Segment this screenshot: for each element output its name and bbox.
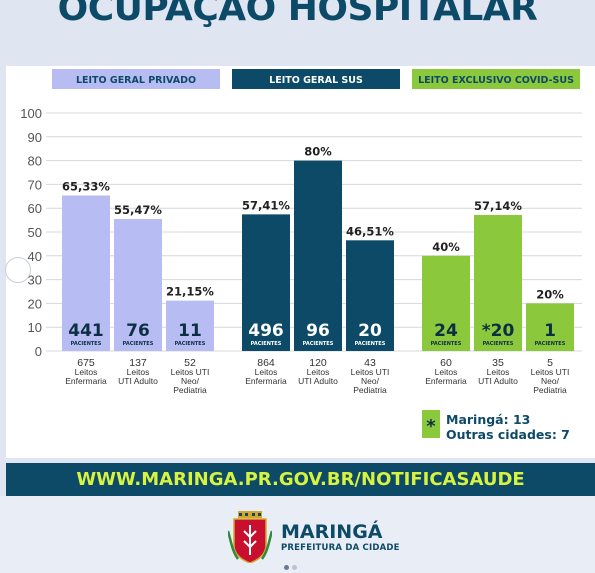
group-header-label: LEITO EXCLUSIVO COVID-SUS [418,75,574,86]
group-header [52,69,220,89]
bar-category-label: Neo/ [541,376,560,386]
bar-patient-unit: PACIENTES [251,341,282,347]
bar-category-label: Enfermaria [65,376,107,386]
bar-patient-unit: PACIENTES [175,341,206,347]
group-header [232,69,400,89]
y-tick-label: 90 [28,130,42,145]
carousel-dot-active[interactable] [284,565,289,570]
bar-percent-label: 20% [536,287,564,301]
y-tick-label: 80 [28,154,42,169]
bar-beds-count: 137 [129,357,147,369]
carousel-previous-button[interactable] [5,257,31,283]
y-tick-label: 0 [35,344,42,359]
bar-patient-count: 441 [68,321,104,341]
y-tick-label: 100 [20,106,42,121]
bar-patient-unit: PACIENTES [483,341,514,347]
group-header [412,69,580,89]
carousel-dot[interactable] [292,565,297,570]
bar-category-label: Leitos [255,367,278,377]
bar-patient-count: 76 [126,321,150,341]
footer-area [0,496,595,573]
chart-panel: 0 10 20 30 40 50 60 70 80 90 100 LEITO GERAL PRIVAD… [6,66,595,458]
bar-category-label: Neo/ [361,376,380,386]
page-title: OCUPAÇÃO HOSPITALAR [57,0,538,29]
bar-patient-unit: PACIENTES [71,341,102,347]
bar-beds-count: 52 [184,357,196,369]
brand-name: MARINGÁ [281,521,383,543]
note-marker: * [426,416,436,437]
bar-percent-label: 57,41% [242,198,290,212]
y-tick-label: 20 [28,296,42,311]
bar-category-label: UTI Adulto [478,376,518,386]
bar-percent-label: 46,51% [346,224,394,238]
bar-category-label: Leitos [435,367,458,377]
bar-patient-unit: PACIENTES [123,341,154,347]
bar-beds-count: 675 [77,357,95,369]
city-coat-of-arms-logo [228,511,272,563]
y-tick-label: 40 [28,249,42,264]
bar [422,255,470,351]
brand-subtitle: PREFEITURA DA CIDADE [281,543,400,553]
bar-category-label: Leitos UTI [171,367,210,377]
bar-beds-count: 864 [257,357,275,369]
bar-percent-label: 55,47% [114,203,162,217]
y-tick-label: 60 [28,201,42,216]
bar-category-label: Enfermaria [425,376,467,386]
bar-patient-unit: PACIENTES [431,341,462,347]
bar-percent-label: 65,33% [62,180,110,194]
hospital-occupancy-chart: 0 10 20 30 40 50 60 70 80 90 100 LEITO GERAL PRIVAD… [20,69,582,442]
bar-category-label: Pediatria [353,385,387,395]
bar [242,214,290,351]
note-line: Maringá: 13 [446,412,530,427]
bar-category-label: Leitos [307,367,330,377]
bar-category-label: Enfermaria [245,376,287,386]
bar [474,215,522,351]
bar-category-label: Pediatria [173,385,207,395]
bar-beds-count: 43 [364,357,376,369]
notification-url[interactable]: WWW.MARINGA.PR.GOV.BR/NOTIFICASAUDE [6,463,595,496]
bar [346,240,394,351]
bar-percent-label: 80% [304,145,332,159]
y-tick-label: 50 [28,225,42,240]
bar-category-label: Leitos [75,367,98,377]
bar-beds-count: 35 [492,357,504,369]
bar-patient-count: *20 [482,321,515,341]
y-tick-label: 70 [28,177,42,192]
bar-patient-count: 11 [178,321,202,341]
bar-percent-label: 40% [432,240,460,254]
bar-patient-unit: PACIENTES [303,341,334,347]
group-header-label: LEITO GERAL PRIVADO [76,75,196,86]
bar [166,300,214,351]
bar-percent-label: 21,15% [166,285,214,299]
bar-patient-count: 24 [434,321,458,341]
y-tick-label: 10 [28,320,42,335]
bar-percent-label: 57,14% [474,199,522,213]
group-header-label: LEITO GERAL SUS [269,75,363,86]
bar [114,218,162,351]
bar-patient-unit: PACIENTES [535,341,566,347]
bar-patient-count: 496 [248,321,284,341]
bar-patient-count: 96 [306,321,330,341]
bar-category-label: UTI Adulto [298,376,338,386]
bar-beds-count: 120 [309,357,327,369]
bar-beds-count: 60 [440,357,452,369]
bar [526,303,574,351]
bar-patient-count: 1 [544,321,556,341]
note-line: Outras cidades: 7 [446,427,570,442]
bar-category-label: Leitos UTI [531,367,570,377]
bar [62,195,110,351]
y-tick-label: 30 [28,273,42,288]
bar-category-label: Pediatria [533,385,567,395]
bar-category-label: Leitos [127,367,150,377]
bar-category-label: Leitos UTI [351,367,390,377]
bar-beds-count: 5 [547,357,553,369]
bar-category-label: Leitos [487,367,510,377]
carousel-indicators [284,557,314,570]
bar [294,160,342,351]
bar-category-label: UTI Adulto [118,376,158,386]
bar-patient-count: 20 [358,321,382,341]
bar-patient-unit: PACIENTES [355,341,386,347]
bar-category-label: Neo/ [181,376,200,386]
note-marker-box [422,410,440,438]
